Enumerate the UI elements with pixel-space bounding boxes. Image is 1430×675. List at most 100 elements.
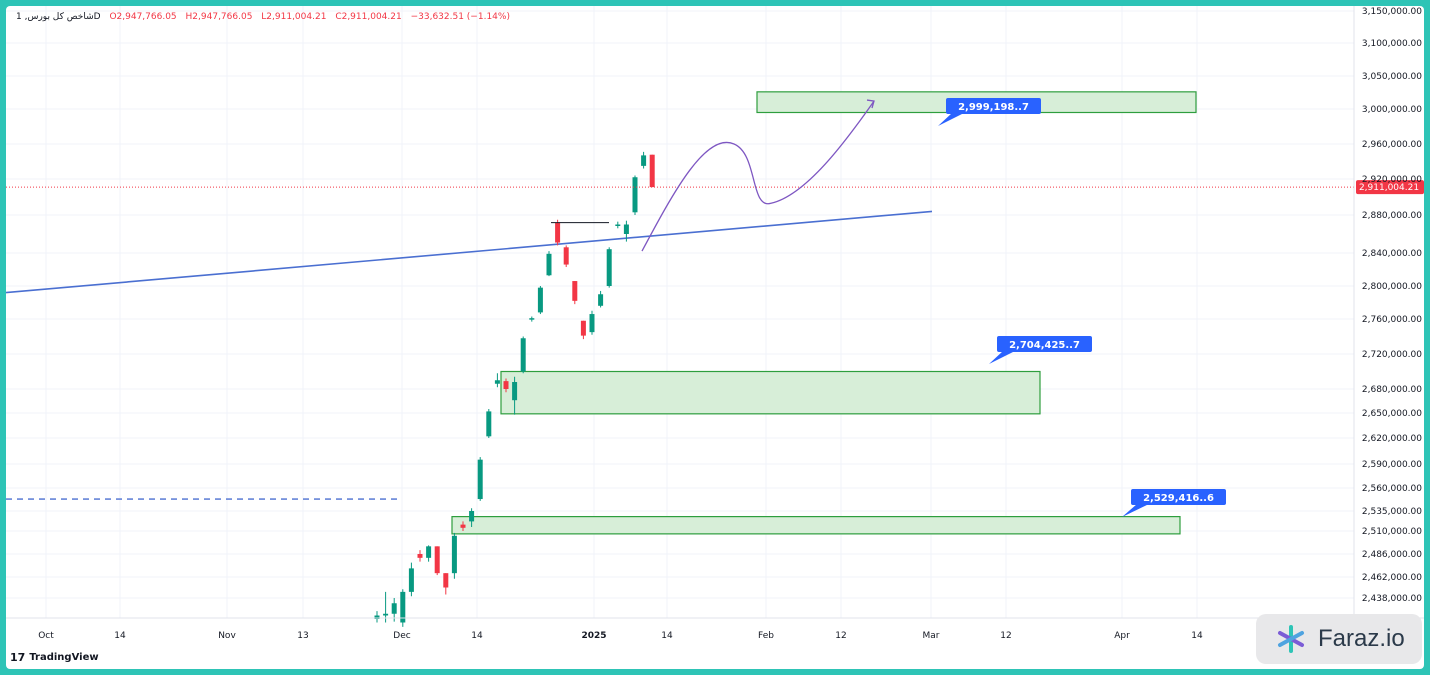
y-tick-label: 2,760,000.00 (1362, 315, 1422, 325)
candle-body (494, 380, 500, 384)
low-value: L2,911,004.21 (261, 12, 327, 22)
candle-body (460, 524, 466, 528)
callout-label: 2,704,425..7 (1009, 340, 1080, 351)
candle-body (443, 573, 449, 588)
candle-body (589, 314, 595, 333)
y-tick-label: 2,650,000.00 (1362, 409, 1422, 419)
projected-path (641, 100, 875, 252)
callout-box (1131, 489, 1226, 505)
drawings-layer: 2,911,004.21 2,999,198..7 2,704,425..7 2,52… (6, 98, 1424, 517)
callout-box (997, 336, 1092, 352)
price-callout: 2,529,416..6 (1122, 489, 1226, 517)
candle-body (477, 459, 483, 500)
y-tick-label: 2,960,000.00 (1362, 140, 1422, 150)
candle-body (580, 320, 586, 336)
callout-tail (938, 113, 964, 126)
y-tick-label: 2,880,000.00 (1362, 211, 1422, 221)
tradingview-icon: 17 (10, 651, 26, 664)
candle-body (434, 546, 440, 574)
tradingview-logo[interactable]: 17 TradingView (10, 651, 99, 664)
candle-body (563, 247, 569, 265)
price-callout: 2,704,425..7 (989, 336, 1092, 364)
supply-demand-zone (451, 516, 1181, 535)
callout-tail (989, 351, 1015, 364)
y-tick-label: 2,800,000.00 (1362, 282, 1422, 292)
x-tick-label: 14 (1191, 631, 1203, 641)
chart-frame: 2,911,004.21 2,999,198..7 2,704,425..7 2,52… (6, 6, 1424, 669)
candle-body (512, 382, 518, 401)
symbol-name[interactable]: شاخص کل بورس, 1D (16, 12, 101, 22)
y-tick-label: 2,510,000.00 (1362, 527, 1422, 537)
callout-label: 2,529,416..6 (1143, 493, 1214, 504)
candle-body (469, 511, 475, 522)
close-value: C2,911,004.21 (335, 12, 402, 22)
candle-body (623, 224, 629, 234)
candle-body (503, 381, 509, 389)
x-tick-label: 14 (661, 631, 673, 641)
supply-demand-zone (500, 370, 1041, 415)
candle-body (641, 155, 647, 166)
candle-body (546, 253, 552, 276)
candle-body (391, 603, 397, 614)
y-tick-label: 2,590,000.00 (1362, 460, 1422, 470)
y-tick-label: 2,438,000.00 (1362, 594, 1422, 604)
y-tick-label: 2,560,000.00 (1362, 484, 1422, 494)
price-axis[interactable]: 3,150,000.00 3,100,000.00 3,050,000.00 3,00… (1353, 6, 1422, 618)
candle-body (383, 613, 389, 616)
x-tick-label: 14 (471, 631, 483, 641)
y-tick-label: 3,050,000.00 (1362, 72, 1422, 82)
y-tick-label: 2,620,000.00 (1362, 434, 1422, 444)
last-price-tag (1356, 180, 1424, 195)
last-price-tag-text: 2,911,004.21 (1359, 183, 1419, 193)
faraz-watermark: Faraz.io (1256, 614, 1422, 664)
candle-body (451, 535, 457, 574)
y-tick-label: 2,535,000.00 (1362, 507, 1422, 517)
candles-layer (374, 151, 655, 627)
candle-body (400, 591, 406, 623)
callout-label: 2,999,198..7 (958, 102, 1029, 113)
time-axis[interactable]: Oct 14 Nov 13 Dec 14 2025 14 Feb 12 Mar 12 Apr 14 (6, 617, 1424, 641)
chart-canvas[interactable]: 2,911,004.21 2,999,198..7 2,704,425..7 2,52… (6, 6, 1424, 669)
candle-body (598, 294, 604, 306)
projected-path-arrowhead (866, 99, 875, 109)
candle-body (555, 222, 561, 243)
y-tick-label: 2,720,000.00 (1362, 350, 1422, 360)
y-tick-label: 2,462,000.00 (1362, 573, 1422, 583)
x-tick-label: Mar (923, 631, 940, 641)
y-tick-label: 2,680,000.00 (1362, 385, 1422, 395)
candle-body (426, 546, 432, 558)
candle-body (529, 318, 535, 320)
x-tick-label: 14 (114, 631, 126, 641)
candle-body (417, 554, 423, 558)
open-value: O2,947,766.05 (109, 12, 177, 22)
candle-body (520, 338, 526, 372)
y-tick-label: 3,000,000.00 (1362, 105, 1422, 115)
y-tick-label: 2,840,000.00 (1362, 249, 1422, 259)
x-tick-label: Feb (758, 631, 774, 641)
x-tick-label: Dec (393, 631, 410, 641)
price-callout: 2,999,198..7 (938, 98, 1041, 126)
x-tick-label: 13 (297, 631, 308, 641)
y-tick-label: 2,486,000.00 (1362, 550, 1422, 560)
x-tick-label: 12 (1000, 631, 1011, 641)
faraz-logo-icon (1278, 625, 1304, 653)
x-tick-label: 2025 (581, 631, 606, 641)
x-tick-label: 12 (835, 631, 846, 641)
candle-body (537, 287, 543, 313)
y-tick-label: 2,920,000.00 (1362, 175, 1422, 185)
callout-tail (1122, 504, 1149, 517)
change-value: −33,632.51 (−1.14%) (410, 12, 510, 22)
zones-layer (6, 91, 1197, 535)
symbol-legend: شاخص کل بورس, 1D O2,947,766.05 H2,947,76… (16, 12, 510, 22)
candle-body (615, 224, 621, 226)
y-tick-label: 3,150,000.00 (1362, 7, 1422, 17)
high-value: H2,947,766.05 (185, 12, 253, 22)
candle-body (374, 615, 380, 619)
candle-body (632, 177, 638, 213)
candle-body (572, 281, 578, 301)
trendline (6, 210, 933, 294)
candle-body (606, 249, 612, 286)
x-tick-label: Apr (1114, 631, 1130, 641)
x-tick-label: Oct (38, 631, 54, 641)
y-tick-label: 3,100,000.00 (1362, 39, 1422, 49)
